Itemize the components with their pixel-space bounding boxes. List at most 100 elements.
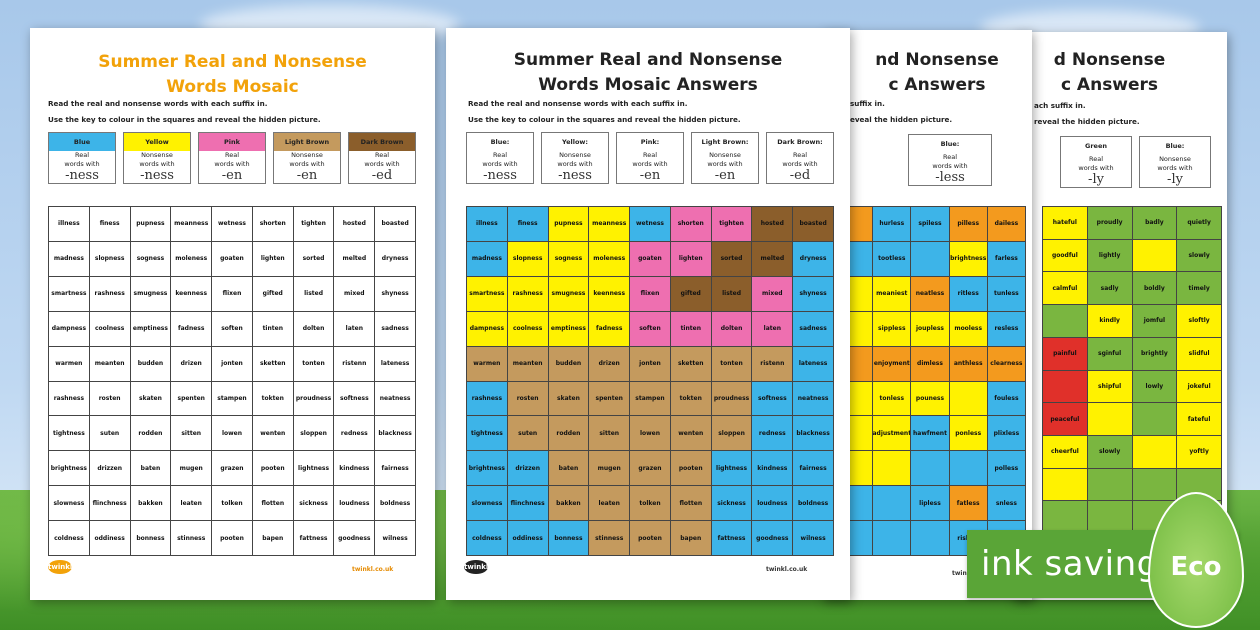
- grid-cell[interactable]: leaten: [589, 486, 630, 521]
- grid-cell[interactable]: proudness: [711, 381, 752, 416]
- grid-cell[interactable]: meanness: [171, 207, 212, 241]
- grid-cell[interactable]: pilless: [949, 207, 987, 241]
- grid-cell[interactable]: bonness: [548, 521, 589, 555]
- grid-cell[interactable]: smugness: [548, 276, 589, 311]
- grid-cell[interactable]: suten: [507, 416, 548, 451]
- grid-cell[interactable]: soften: [630, 311, 670, 346]
- grid-cell[interactable]: jonten: [212, 346, 252, 381]
- grid-cell[interactable]: shorten: [670, 207, 711, 241]
- grid-cell[interactable]: emptiness: [130, 311, 171, 346]
- grid-cell[interactable]: grazen: [630, 451, 670, 486]
- grid-cell[interactable]: keenness: [589, 276, 630, 311]
- grid-cell[interactable]: hawfment: [911, 416, 949, 451]
- grid-cell[interactable]: sitten: [171, 416, 212, 451]
- grid-cell[interactable]: illness: [49, 207, 89, 241]
- grid-cell[interactable]: tinten: [252, 311, 293, 346]
- grid-cell[interactable]: fatless: [949, 486, 987, 521]
- grid-cell[interactable]: lightly: [1087, 239, 1132, 272]
- grid-cell[interactable]: sadly: [1087, 272, 1132, 305]
- grid-cell[interactable]: [1043, 501, 1087, 533]
- grid-cell[interactable]: [873, 451, 911, 486]
- grid-cell[interactable]: fadness: [171, 311, 212, 346]
- grid-cell[interactable]: boldly: [1132, 272, 1177, 305]
- grid-cell[interactable]: stampen: [630, 381, 670, 416]
- grid-cell[interactable]: sickness: [293, 486, 334, 521]
- grid-cell[interactable]: madness: [49, 241, 89, 276]
- grid-cell[interactable]: meanten: [89, 346, 130, 381]
- grid-cell[interactable]: bonness: [130, 521, 171, 555]
- grid-cell[interactable]: soften: [212, 311, 252, 346]
- grid-cell[interactable]: rashness: [467, 381, 507, 416]
- grid-cell[interactable]: goodness: [334, 521, 375, 555]
- grid-cell[interactable]: fattness: [293, 521, 334, 555]
- grid-cell[interactable]: calmful: [1043, 272, 1087, 305]
- grid-cell[interactable]: flinchness: [89, 486, 130, 521]
- grid-cell[interactable]: sloppen: [293, 416, 334, 451]
- grid-cell[interactable]: tinten: [670, 311, 711, 346]
- grid-cell[interactable]: softness: [334, 381, 375, 416]
- grid-cell[interactable]: wetness: [212, 207, 252, 241]
- grid-cell[interactable]: tootless: [873, 241, 911, 276]
- grid-cell[interactable]: sogness: [548, 241, 589, 276]
- grid-cell[interactable]: pupness: [130, 207, 171, 241]
- grid-cell[interactable]: flotten: [670, 486, 711, 521]
- grid-cell[interactable]: fattness: [711, 521, 752, 555]
- grid-cell[interactable]: tonten: [711, 346, 752, 381]
- grid-cell[interactable]: madness: [467, 241, 507, 276]
- grid-cell[interactable]: goodful: [1043, 239, 1087, 272]
- grid-cell[interactable]: [911, 521, 949, 555]
- grid-cell[interactable]: adjustment: [873, 416, 911, 451]
- grid-cell[interactable]: slowly: [1087, 435, 1132, 468]
- grid-cell[interactable]: listed: [711, 276, 752, 311]
- grid-cell[interactable]: budden: [130, 346, 171, 381]
- grid-cell[interactable]: sginful: [1087, 337, 1132, 370]
- grid-cell[interactable]: pooten: [630, 521, 670, 555]
- grid-cell[interactable]: rashness: [49, 381, 89, 416]
- grid-cell[interactable]: shorten: [252, 207, 293, 241]
- grid-cell[interactable]: brightness: [467, 451, 507, 486]
- grid-cell[interactable]: stinness: [589, 521, 630, 555]
- grid-cell[interactable]: rashness: [89, 276, 130, 311]
- grid-cell[interactable]: illness: [467, 207, 507, 241]
- grid-cell[interactable]: rosten: [507, 381, 548, 416]
- grid-cell[interactable]: [1132, 468, 1177, 501]
- grid-cell[interactable]: dimless: [911, 346, 949, 381]
- grid-cell[interactable]: badly: [1132, 207, 1177, 239]
- grid-cell[interactable]: mugen: [589, 451, 630, 486]
- grid-cell[interactable]: coldness: [467, 521, 507, 555]
- grid-cell[interactable]: snless: [987, 486, 1025, 521]
- grid-cell[interactable]: lipless: [911, 486, 949, 521]
- grid-cell[interactable]: [1132, 239, 1177, 272]
- grid-cell[interactable]: moleness: [589, 241, 630, 276]
- grid-cell[interactable]: flotten: [252, 486, 293, 521]
- grid-cell[interactable]: fouless: [987, 381, 1025, 416]
- grid-cell[interactable]: tokten: [670, 381, 711, 416]
- grid-cell[interactable]: kindness: [334, 451, 375, 486]
- grid-cell[interactable]: leaten: [171, 486, 212, 521]
- grid-cell[interactable]: rashness: [507, 276, 548, 311]
- grid-cell[interactable]: drizen: [171, 346, 212, 381]
- grid-cell[interactable]: coolness: [89, 311, 130, 346]
- grid-cell[interactable]: gifted: [670, 276, 711, 311]
- grid-cell[interactable]: drizzen: [89, 451, 130, 486]
- grid-cell[interactable]: mixed: [752, 276, 793, 311]
- grid-cell[interactable]: wetness: [630, 207, 670, 241]
- grid-cell[interactable]: gifted: [252, 276, 293, 311]
- grid-cell[interactable]: rodden: [548, 416, 589, 451]
- grid-cell[interactable]: bakken: [130, 486, 171, 521]
- grid-cell[interactable]: tunless: [987, 276, 1025, 311]
- grid-cell[interactable]: redness: [334, 416, 375, 451]
- grid-cell[interactable]: slowly: [1177, 239, 1221, 272]
- grid-cell[interactable]: proudly: [1087, 207, 1132, 239]
- grid-cell[interactable]: dailess: [987, 207, 1025, 241]
- grid-cell[interactable]: mooless: [949, 311, 987, 346]
- grid-cell[interactable]: lowen: [630, 416, 670, 451]
- grid-cell[interactable]: pooten: [212, 521, 252, 555]
- grid-cell[interactable]: drizen: [589, 346, 630, 381]
- grid-cell[interactable]: hateful: [1043, 207, 1087, 239]
- grid-cell[interactable]: neatness: [375, 381, 415, 416]
- grid-cell[interactable]: [873, 521, 911, 555]
- grid-cell[interactable]: dryness: [793, 241, 833, 276]
- grid-cell[interactable]: rosten: [89, 381, 130, 416]
- grid-cell[interactable]: sketten: [252, 346, 293, 381]
